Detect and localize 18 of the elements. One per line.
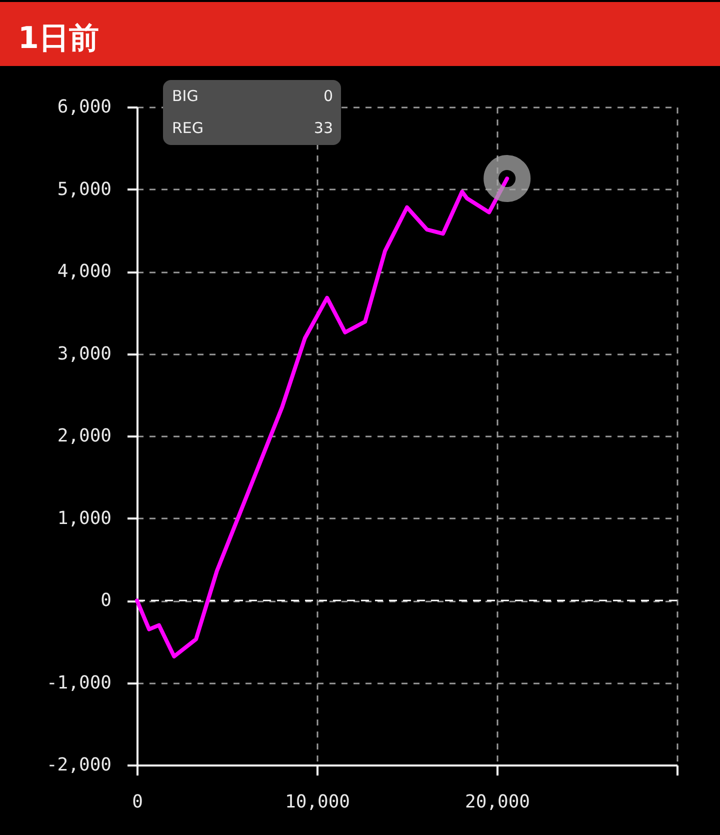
y-tick-label: 6,000 xyxy=(57,96,112,118)
y-tick-label: 3,000 xyxy=(57,343,112,364)
y-tick-label: 0 xyxy=(100,590,112,611)
text: BIG xyxy=(172,87,198,105)
y-tick-label: 1,000 xyxy=(57,508,112,529)
x-tick-label: 20,000 xyxy=(464,792,530,812)
chart-title: 1日前 xyxy=(18,21,99,56)
x-tick-label: 10,000 xyxy=(284,792,350,812)
y-tick-label: -1,000 xyxy=(46,672,112,694)
line-series xyxy=(135,176,510,658)
x-tick-label: 0 xyxy=(132,792,143,812)
annotation: REG xyxy=(172,119,204,137)
y-tick-label: -2,000 xyxy=(46,754,112,776)
text: 0 xyxy=(323,87,333,105)
annotation: 33 xyxy=(314,119,333,137)
y-tick-label: 2,000 xyxy=(57,426,112,446)
y-tick-label: 5,000 xyxy=(57,178,112,200)
y-tick-label: 4,000 xyxy=(57,261,112,282)
